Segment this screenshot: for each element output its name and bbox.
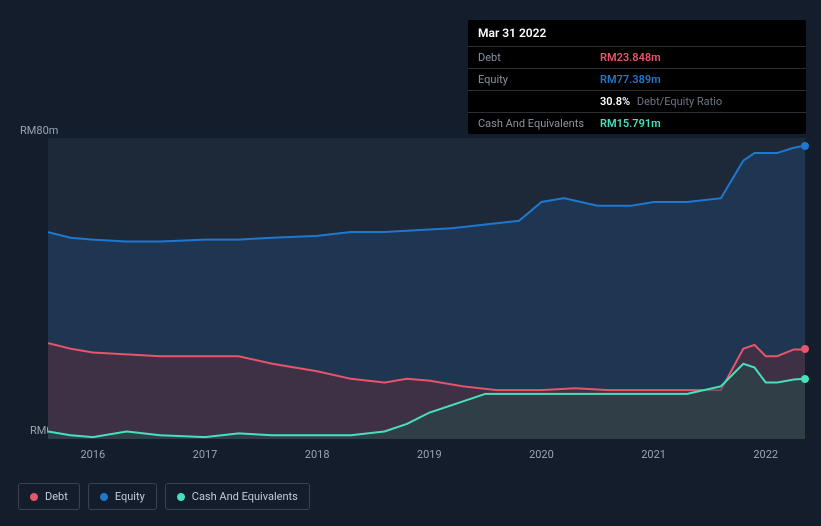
series-end-marker	[801, 375, 809, 383]
tooltip-value: 30.8% Debt/Equity Ratio	[600, 95, 722, 108]
tooltip-row-debt: Debt RM23.848m	[468, 46, 806, 68]
tooltip-label: Cash And Equivalents	[478, 117, 600, 130]
legend-item[interactable]: Debt	[18, 483, 80, 510]
tooltip-ratio-value: 30.8%	[600, 95, 630, 108]
x-axis-label: 2020	[529, 448, 554, 461]
chart-svg	[48, 138, 805, 439]
legend-label: Equity	[115, 490, 145, 503]
tooltip-row-ratio: 30.8% Debt/Equity Ratio	[468, 90, 806, 112]
series-end-marker	[801, 345, 809, 353]
tooltip-value: RM23.848m	[600, 51, 661, 64]
legend-label: Debt	[45, 490, 68, 503]
x-axis: 2016 2017 2018 2019 2020 2021 2022	[48, 448, 805, 464]
chart-legend: Debt Equity Cash And Equivalents	[18, 483, 310, 510]
tooltip-row-equity: Equity RM77.389m	[468, 68, 806, 90]
legend-item[interactable]: Cash And Equivalents	[165, 483, 310, 510]
plot-area[interactable]	[48, 138, 805, 439]
legend-dot-icon	[177, 493, 185, 501]
x-axis-label: 2016	[80, 448, 105, 461]
x-axis-label: 2022	[753, 448, 778, 461]
legend-item[interactable]: Equity	[88, 483, 157, 510]
legend-dot-icon	[100, 493, 108, 501]
tooltip-date: Mar 31 2022	[468, 20, 806, 46]
x-axis-label: 2018	[305, 448, 330, 461]
chart-tooltip: Mar 31 2022 Debt RM23.848m Equity RM77.3…	[468, 20, 806, 134]
financial-history-chart: RM80m RM0 2016201720182019202020212022 M…	[0, 0, 821, 526]
x-axis-label: 2021	[641, 448, 666, 461]
tooltip-value: RM77.389m	[600, 73, 661, 86]
y-axis-label-max: RM80m	[20, 124, 58, 137]
legend-dot-icon	[30, 493, 38, 501]
legend-label: Cash And Equivalents	[192, 490, 298, 503]
tooltip-label	[478, 95, 600, 108]
tooltip-value: RM15.791m	[600, 117, 661, 130]
x-axis-label: 2019	[417, 448, 442, 461]
tooltip-label: Debt	[478, 51, 600, 64]
tooltip-ratio-label: Debt/Equity Ratio	[637, 95, 722, 108]
series-end-marker	[801, 142, 809, 150]
tooltip-row-cash: Cash And Equivalents RM15.791m	[468, 112, 806, 134]
tooltip-label: Equity	[478, 73, 600, 86]
x-axis-label: 2017	[193, 448, 218, 461]
